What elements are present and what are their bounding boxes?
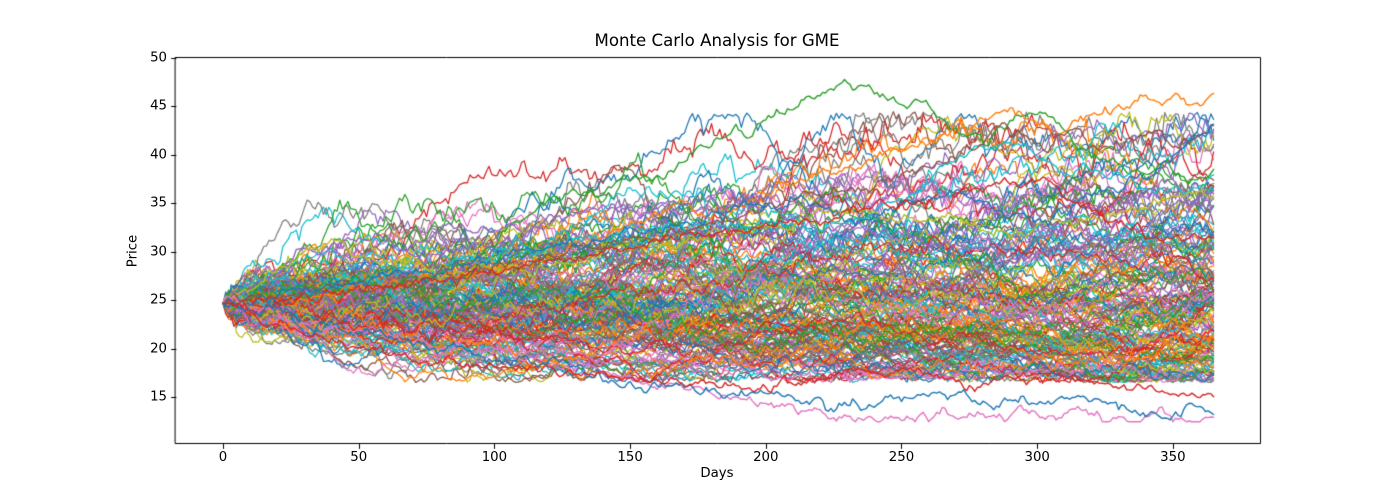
x-tick-label: 50	[350, 450, 368, 465]
x-tick-label: 250	[888, 450, 915, 465]
chart-title: Monte Carlo Analysis for GME	[594, 31, 840, 50]
x-tick-label: 350	[1160, 450, 1186, 465]
x-tick-label: 100	[481, 450, 508, 465]
y-tick-label: 20	[150, 341, 167, 357]
y-axis-label: Price	[125, 234, 141, 268]
x-tick-label: 0	[218, 450, 228, 465]
x-tick-label: 300	[1024, 450, 1050, 465]
x-tick-label: 150	[617, 450, 643, 465]
y-tick-label: 30	[150, 244, 167, 260]
x-axis-label: Days	[700, 466, 734, 481]
y-tick-label: 40	[150, 147, 167, 163]
y-tick-label: 45	[150, 98, 167, 114]
y-tick-label: 25	[150, 292, 167, 308]
y-tick-label: 35	[150, 195, 167, 211]
x-tick-label: 200	[753, 450, 779, 465]
y-tick-label: 15	[150, 389, 167, 405]
y-tick-label: 50	[150, 50, 167, 66]
